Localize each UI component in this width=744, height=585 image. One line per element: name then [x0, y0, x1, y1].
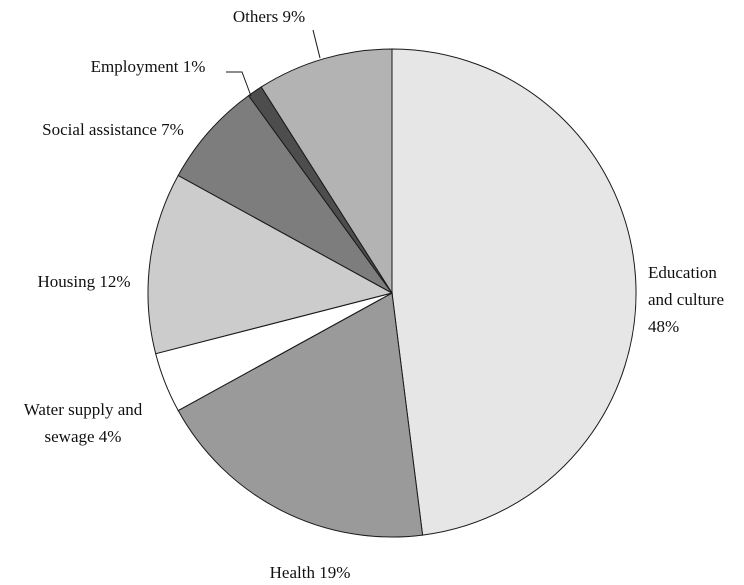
leader-line-others	[312, 29, 321, 59]
pie-slice-others	[260, 48, 393, 295]
slice-label-education-and-culture: Education and culture 48%	[648, 263, 724, 336]
slice-labels: Education and culture 48% Health 19% Water s…	[24, 7, 724, 582]
pie-slice-housing	[147, 174, 394, 355]
slice-label-health: Health 19%	[270, 563, 351, 582]
slice-label-employment: Employment 1%	[91, 57, 206, 76]
pie-slices	[147, 48, 637, 538]
label-leader-lines	[226, 29, 321, 97]
slice-label-social-assistance: Social assistance 7%	[42, 120, 184, 139]
slice-label-housing: Housing 12%	[37, 272, 130, 291]
pie-slice-health	[177, 292, 424, 538]
pie-slice-education-and-culture	[391, 48, 637, 536]
pie-slice-social-assistance	[177, 94, 393, 294]
slice-label-water-supply-and-sewage: Water supply and sewage 4%	[24, 400, 143, 446]
slice-label-others: Others 9%	[233, 7, 305, 26]
leader-line-employment	[226, 71, 252, 97]
